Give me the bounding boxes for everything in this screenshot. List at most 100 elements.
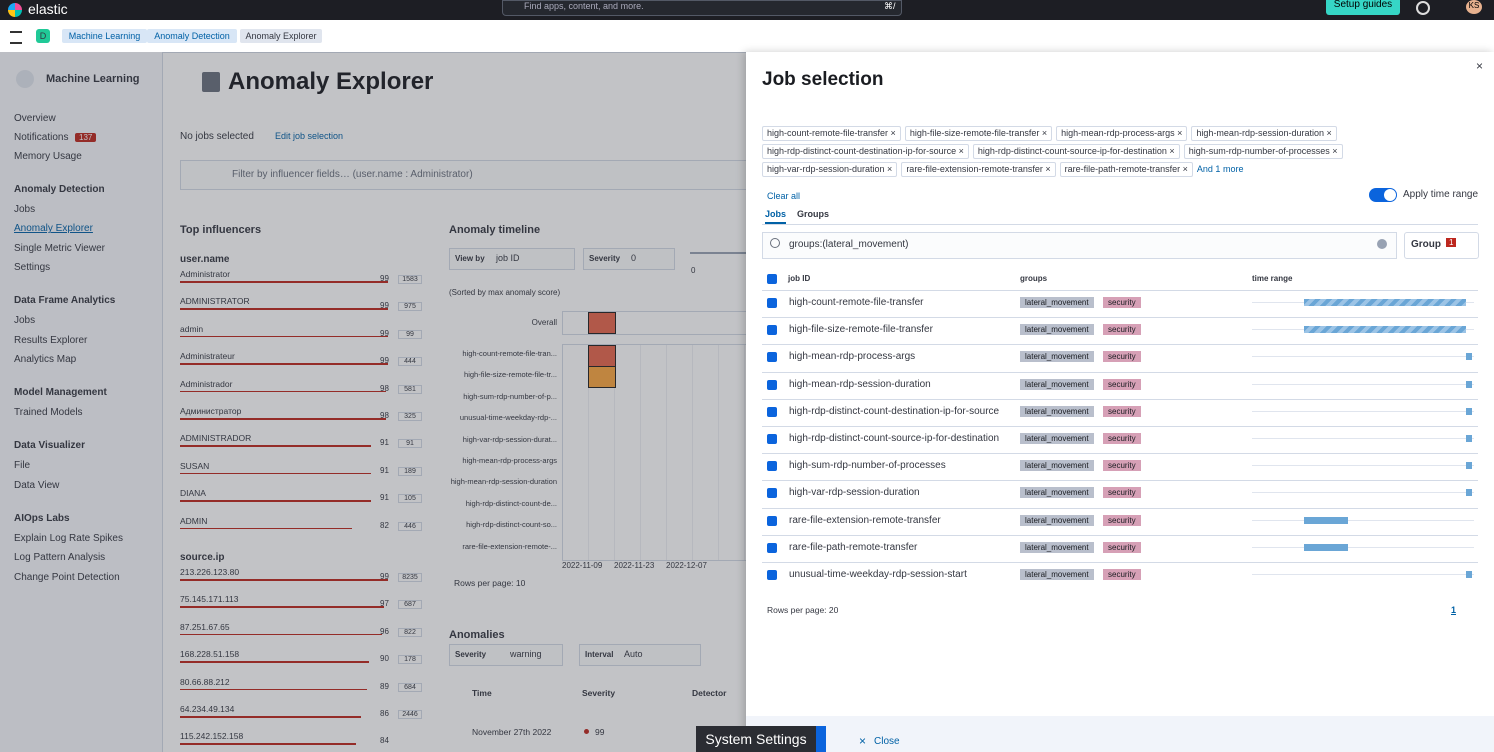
group-label: Group <box>1411 239 1441 250</box>
row-checkbox[interactable] <box>767 325 777 336</box>
nav-item[interactable]: Results Explorer <box>14 334 88 346</box>
group-badge: security <box>1103 378 1141 390</box>
breadcrumb[interactable]: Anomaly Detection <box>147 29 237 43</box>
footer <box>746 716 1494 752</box>
avatar[interactable]: KS <box>1466 0 1482 14</box>
more-link[interactable]: And 1 more <box>1196 164 1244 174</box>
filter-bar <box>180 160 748 190</box>
influencer-bar <box>180 418 386 420</box>
tab[interactable]: Jobs <box>765 209 787 224</box>
heatmap-row-label: high-rdp-distinct-count-so... <box>466 520 557 530</box>
row-checkbox[interactable] <box>767 461 777 472</box>
influencer-count: 1583 <box>398 275 422 284</box>
view-by-value[interactable]: job ID <box>496 253 520 263</box>
row-checkbox[interactable] <box>767 298 777 308</box>
global-search[interactable] <box>502 0 902 16</box>
close-x: × <box>859 734 867 748</box>
job-tag[interactable]: high-rdp-distinct-count-destination-ip-f… <box>762 144 969 159</box>
nav-item[interactable]: File <box>14 460 31 472</box>
search-icon <box>770 238 780 248</box>
system-settings[interactable]: System Settings <box>696 726 826 752</box>
nav-item[interactable]: Log Pattern Analysis <box>14 552 106 564</box>
nav-item[interactable]: Analytics Map <box>14 353 77 365</box>
job-tag[interactable]: high-count-remote-file-transfer × <box>762 126 901 141</box>
job-tag[interactable]: high-sum-rdp-number-of-processes × <box>1183 144 1343 159</box>
severity-label: Severity <box>455 650 487 659</box>
group-button[interactable] <box>1404 232 1479 259</box>
nav-item[interactable]: Single Metric Viewer <box>14 242 105 254</box>
influencer-label: 168.228.51.158 <box>180 649 240 660</box>
view-by-label: View by <box>455 254 485 263</box>
sidebar <box>0 52 163 752</box>
influencer-score: 86 <box>380 709 389 718</box>
row-checkbox[interactable] <box>767 570 777 580</box>
row-border <box>762 507 1478 536</box>
clear-all[interactable]: Clear all <box>767 191 801 201</box>
nav-item[interactable]: Explain Log Rate Spikes <box>14 533 123 544</box>
rows-per-page[interactable]: Rows per page: 10 <box>454 578 526 588</box>
menu-icon[interactable] <box>10 31 22 44</box>
row-checkbox[interactable] <box>767 515 777 526</box>
page-icon <box>202 72 220 92</box>
clear-search[interactable] <box>1377 239 1387 249</box>
row-checkbox[interactable] <box>767 434 777 444</box>
close-icon[interactable]: × <box>1476 59 1484 73</box>
job-tag[interactable]: high-rdp-distinct-count-source-ip-for-de… <box>972 144 1180 159</box>
severity-value[interactable]: warning <box>510 649 542 659</box>
header-checkbox[interactable] <box>767 274 777 284</box>
nav-item[interactable]: Notifications <box>14 132 69 143</box>
influencer-score: 99 <box>380 274 389 283</box>
breadcrumb[interactable]: Machine Learning <box>62 29 147 43</box>
job-tag[interactable]: rare-file-extension-remote-transfer × <box>901 162 1056 177</box>
interval-label: Interval <box>585 650 614 659</box>
tab[interactable]: Groups <box>797 209 830 219</box>
job-id: rare-file-path-remote-transfer <box>789 541 918 553</box>
nav-item[interactable]: Memory Usage <box>14 151 82 162</box>
influencer-bar <box>180 308 388 310</box>
nav-item[interactable]: Trained Models <box>14 407 83 419</box>
influencer-label: ADMIN <box>180 515 208 526</box>
setup-guides[interactable]: Setup guides <box>1326 0 1400 15</box>
job-tag[interactable]: rare-file-path-remote-transfer × <box>1059 162 1193 177</box>
job-tag[interactable]: high-file-size-remote-file-transfer × <box>904 126 1053 141</box>
severity-label: Severity <box>589 254 621 263</box>
influencer-label: admin <box>180 323 204 334</box>
page-number[interactable]: 1 <box>1451 605 1457 615</box>
row-border <box>762 453 1478 481</box>
row-checkbox[interactable] <box>767 352 777 363</box>
row-border <box>762 371 1478 400</box>
job-tag[interactable]: high-mean-rdp-session-duration × <box>1191 126 1337 141</box>
nav-item[interactable]: Change Point Detection <box>14 571 120 583</box>
row-checkbox[interactable] <box>767 379 777 390</box>
row-checkbox[interactable] <box>767 488 777 499</box>
row-checkbox[interactable] <box>767 542 777 553</box>
group-badge: lateral_movement <box>1020 487 1094 499</box>
nav-item[interactable]: Jobs <box>14 315 36 327</box>
influencer-bar <box>180 472 372 475</box>
edit-jobs[interactable]: Edit job selection <box>275 131 344 141</box>
time-axis <box>1252 438 1474 439</box>
nav-item[interactable]: Jobs <box>14 204 36 215</box>
row-checkbox[interactable] <box>767 406 777 417</box>
influencer-score: 91 <box>380 493 389 503</box>
rows-per-page[interactable]: Rows per page: 20 <box>767 605 839 615</box>
job-id: high-rdp-distinct-count-destination-ip-f… <box>789 405 1000 417</box>
influencer-bar <box>180 281 388 283</box>
influencer-score: 91 <box>380 438 389 448</box>
help-icon[interactable] <box>1416 1 1430 15</box>
nav-item[interactable]: Settings <box>14 261 51 273</box>
row-border <box>762 398 1478 427</box>
group-badge: lateral_movement <box>1020 514 1094 526</box>
job-tag[interactable]: high-mean-rdp-process-args × <box>1056 126 1188 141</box>
nav-item[interactable]: Anomaly Explorer <box>14 223 93 235</box>
close-button[interactable]: Close <box>874 736 900 747</box>
job-id: high-count-remote-file-transfer <box>789 297 924 308</box>
influencer-label: DIANA <box>180 488 206 499</box>
nav-item[interactable]: Overview <box>14 113 56 124</box>
space-badge[interactable]: D <box>36 29 50 43</box>
nav-item[interactable]: Data View <box>14 479 60 491</box>
job-tag[interactable]: high-var-rdp-session-duration × <box>762 162 898 177</box>
logo-icon <box>8 3 22 17</box>
influencer-score: 82 <box>380 520 389 530</box>
interval-value[interactable]: Auto <box>624 649 643 659</box>
